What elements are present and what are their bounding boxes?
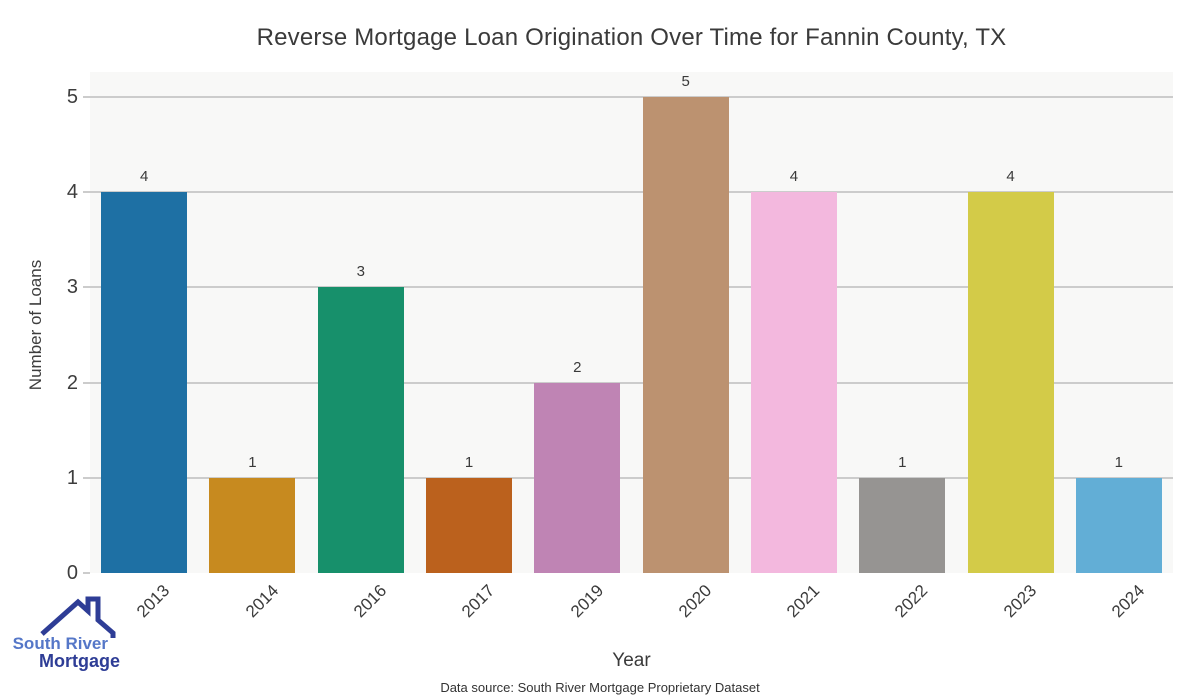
bar-value-2024: 1 — [1114, 453, 1124, 471]
gridline-1 — [90, 476, 1173, 479]
bar-value-2022: 1 — [898, 453, 907, 471]
bar-2014 — [209, 477, 296, 573]
y-tick-label-2: 2 — [66, 371, 78, 394]
y-tick-label-3: 3 — [66, 276, 78, 299]
bar-value-2016: 3 — [356, 263, 365, 281]
y-tick-label-5: 5 — [66, 86, 78, 108]
logo-text-south-river: South River — [12, 634, 108, 653]
bar-2024 — [1075, 477, 1162, 573]
gridline-2 — [90, 381, 1173, 384]
bar-2016 — [317, 287, 404, 573]
x-tick-label-2022: 2022 — [891, 581, 932, 622]
gridline-5 — [90, 96, 1173, 98]
bar-2023 — [967, 192, 1054, 573]
y-tick-mark-5 — [83, 96, 90, 98]
x-axis-label: Year — [612, 650, 651, 671]
x-tick-label-2016: 2016 — [350, 581, 391, 622]
bar-2021 — [750, 192, 837, 573]
y-tick-label-4: 4 — [66, 181, 78, 204]
y-tick-mark-2 — [83, 381, 90, 384]
bar-value-2017: 1 — [464, 453, 474, 471]
bar-value-2021: 4 — [789, 168, 799, 186]
x-tick-label-2023: 2023 — [999, 581, 1040, 622]
bar-value-2019: 2 — [573, 358, 582, 376]
x-tick-label-2019: 2019 — [566, 581, 607, 622]
x-tick-label-2017: 2017 — [458, 581, 499, 622]
logo: South River Mortgage — [8, 594, 120, 671]
gridline-3 — [90, 286, 1173, 289]
y-tick-label-1: 1 — [66, 466, 78, 489]
bar-value-2013: 4 — [139, 168, 149, 186]
y-tick-mark-0 — [83, 572, 90, 574]
bar-2017 — [426, 477, 513, 573]
chart-title: Reverse Mortgage Loan Origination Over T… — [256, 24, 1007, 51]
y-tick-label-0: 0 — [66, 562, 78, 584]
y-tick-mark-1 — [83, 476, 90, 479]
bar-value-2014: 1 — [248, 453, 257, 471]
bar-2022 — [859, 477, 946, 573]
bar-value-2020: 5 — [681, 73, 690, 90]
bar-value-2023: 4 — [1006, 168, 1015, 186]
house-icon — [40, 596, 116, 638]
data-source-note: Data source: South River Mortgage Propri… — [440, 680, 760, 695]
x-tick-label-2020: 2020 — [674, 581, 716, 622]
x-tick-label-2021: 2021 — [783, 581, 824, 622]
x-tick-label-2024: 2024 — [1108, 581, 1149, 622]
x-tick-label-2014: 2014 — [241, 581, 282, 622]
y-tick-mark-3 — [83, 286, 90, 289]
logo-text-mortgage: Mortgage — [39, 651, 120, 671]
bar-2013 — [101, 192, 188, 573]
bar-2019 — [534, 382, 621, 573]
y-tick-mark-4 — [83, 191, 90, 194]
gridline-4 — [90, 191, 1173, 194]
bar-2020 — [642, 97, 729, 573]
x-tick-label-2013: 2013 — [133, 581, 174, 622]
